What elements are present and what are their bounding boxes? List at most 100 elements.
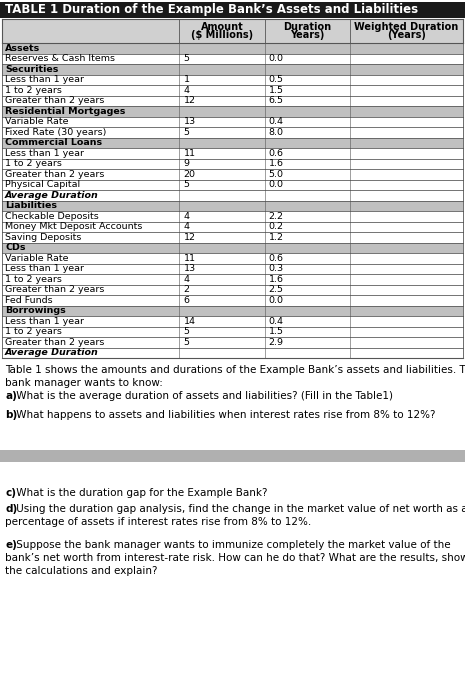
Text: 8.0: 8.0: [269, 128, 284, 137]
Text: (Years): (Years): [387, 30, 426, 40]
Text: 0.0: 0.0: [269, 296, 284, 305]
Text: 0.6: 0.6: [269, 149, 284, 158]
Text: TABLE 1 Duration of the Example Bank’s Assets and Liabilities: TABLE 1 Duration of the Example Bank’s A…: [5, 3, 418, 17]
Text: Less than 1 year: Less than 1 year: [5, 316, 84, 325]
Text: Suppose the bank manager wants to immunize completely the market value of the: Suppose the bank manager wants to immuni…: [13, 540, 451, 550]
Bar: [2, 222, 463, 232]
Bar: [2, 347, 463, 358]
Text: 2.2: 2.2: [269, 212, 284, 221]
Text: Commercial Loans: Commercial Loans: [5, 138, 102, 147]
Text: 1 to 2 years: 1 to 2 years: [5, 86, 62, 95]
Text: Greater than 2 years: Greater than 2 years: [5, 338, 104, 347]
Text: d): d): [5, 504, 17, 514]
Text: 4: 4: [184, 86, 189, 95]
Bar: [2, 54, 463, 64]
Text: 13: 13: [184, 117, 196, 127]
Bar: [2, 242, 463, 253]
Text: Average Duration: Average Duration: [5, 191, 99, 200]
Bar: [2, 180, 463, 190]
Text: 2.9: 2.9: [269, 338, 284, 347]
Text: Saving Deposits: Saving Deposits: [5, 233, 81, 241]
Bar: [2, 169, 463, 180]
Text: 5: 5: [184, 180, 189, 189]
Text: 6.5: 6.5: [269, 96, 284, 105]
Text: 11: 11: [184, 254, 195, 263]
Text: percentage of assets if interest rates rise from 8% to 12%.: percentage of assets if interest rates r…: [5, 517, 311, 527]
Text: Fixed Rate (30 years): Fixed Rate (30 years): [5, 128, 106, 137]
Text: Less than 1 year: Less than 1 year: [5, 264, 84, 273]
Text: 1: 1: [184, 75, 189, 84]
Text: 1 to 2 years: 1 to 2 years: [5, 159, 62, 169]
Text: 11: 11: [184, 149, 195, 158]
Bar: [2, 127, 463, 138]
Bar: [2, 116, 463, 127]
Bar: [2, 64, 463, 74]
Text: Weighted Duration: Weighted Duration: [354, 22, 458, 32]
Bar: [2, 85, 463, 96]
Bar: [2, 158, 463, 169]
Bar: [2, 19, 463, 43]
Text: Variable Rate: Variable Rate: [5, 254, 68, 263]
Text: 1.6: 1.6: [269, 275, 284, 283]
Text: 0.3: 0.3: [269, 264, 284, 273]
Bar: [2, 200, 463, 211]
Text: 6: 6: [184, 296, 189, 305]
Text: Variable Rate: Variable Rate: [5, 117, 68, 127]
Bar: [2, 74, 463, 85]
Text: Less than 1 year: Less than 1 year: [5, 149, 84, 158]
Bar: [2, 148, 463, 158]
Bar: [2, 285, 463, 295]
Text: 0.0: 0.0: [269, 180, 284, 189]
Text: 13: 13: [184, 264, 196, 273]
Text: 14: 14: [184, 316, 195, 325]
Bar: [0, 2, 465, 18]
Text: 1.2: 1.2: [269, 233, 284, 241]
Text: Using the duration gap analysis, find the change in the market value of net wort: Using the duration gap analysis, find th…: [13, 504, 465, 514]
Text: 5: 5: [184, 327, 189, 336]
Text: Greater than 2 years: Greater than 2 years: [5, 96, 104, 105]
Text: Years): Years): [290, 30, 325, 40]
Text: Greater than 2 years: Greater than 2 years: [5, 170, 104, 179]
Text: Assets: Assets: [5, 44, 40, 53]
Text: 1 to 2 years: 1 to 2 years: [5, 275, 62, 283]
Bar: [2, 274, 463, 285]
Text: b): b): [5, 410, 17, 420]
Text: 0.5: 0.5: [269, 75, 284, 84]
Text: 0.4: 0.4: [269, 316, 284, 325]
Text: 0.0: 0.0: [269, 54, 284, 63]
Bar: [2, 106, 463, 116]
Text: 5: 5: [184, 338, 189, 347]
Text: 9: 9: [184, 159, 189, 169]
Bar: [0, 450, 465, 462]
Text: 5: 5: [184, 128, 189, 137]
Bar: [2, 305, 463, 316]
Bar: [2, 190, 463, 200]
Text: Less than 1 year: Less than 1 year: [5, 75, 84, 84]
Text: 0.2: 0.2: [269, 222, 284, 231]
Text: 4: 4: [184, 275, 189, 283]
Text: c): c): [5, 488, 16, 498]
Text: Table 1 shows the amounts and durations of the Example Bank’s assets and liabili: Table 1 shows the amounts and durations …: [5, 365, 465, 375]
Text: Duration: Duration: [283, 22, 332, 32]
Text: Residential Mortgages: Residential Mortgages: [5, 107, 126, 116]
Text: 20: 20: [184, 170, 195, 179]
Text: Securities: Securities: [5, 65, 59, 74]
Text: 2: 2: [184, 286, 189, 294]
Text: 12: 12: [184, 96, 195, 105]
Text: 1.6: 1.6: [269, 159, 284, 169]
Text: ($ Millions): ($ Millions): [191, 30, 253, 40]
Text: the calculations and explain?: the calculations and explain?: [5, 566, 158, 576]
Text: What happens to assets and liabilities when interest rates rise from 8% to 12%?: What happens to assets and liabilities w…: [13, 410, 435, 420]
Bar: [2, 96, 463, 106]
Text: Liabilities: Liabilities: [5, 202, 57, 211]
Text: Checkable Deposits: Checkable Deposits: [5, 212, 99, 221]
Bar: [2, 295, 463, 305]
Text: Amount: Amount: [201, 22, 244, 32]
Text: Physical Capital: Physical Capital: [5, 180, 80, 189]
Text: bank’s net worth from interest-rate risk. How can he do that? What are the resul: bank’s net worth from interest-rate risk…: [5, 553, 465, 563]
Text: Reserves & Cash Items: Reserves & Cash Items: [5, 54, 115, 63]
Text: 0.6: 0.6: [269, 254, 284, 263]
Text: 12: 12: [184, 233, 195, 241]
Text: 2.5: 2.5: [269, 286, 284, 294]
Text: 5: 5: [184, 54, 189, 63]
